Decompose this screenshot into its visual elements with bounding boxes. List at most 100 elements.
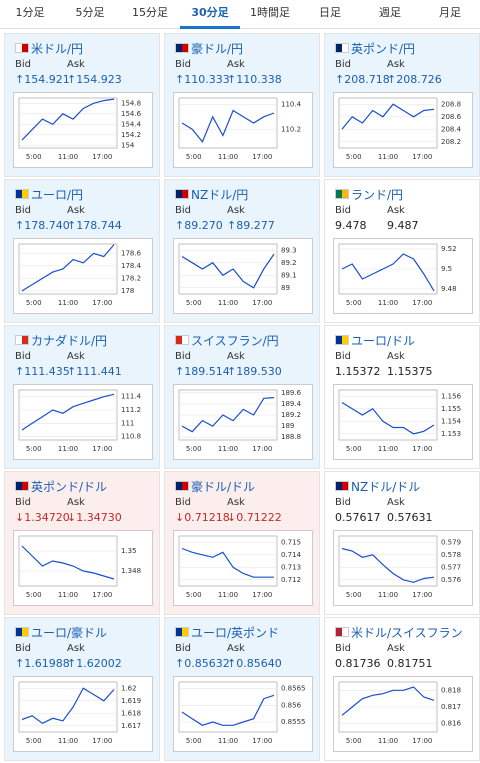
tab[interactable]: 日足 — [319, 6, 341, 19]
tab[interactable]: 1時間足 — [250, 6, 290, 19]
y-tick-label: 111 — [121, 419, 134, 427]
rate-card[interactable]: 米ドル/スイスフラン Bid Ask 0.81736 0.81751 0.818 0.817… — [324, 617, 480, 761]
y-tick-label: 154.4 — [121, 120, 142, 128]
bid-label: Bid — [15, 351, 31, 362]
bid-label: Bid — [15, 59, 31, 70]
ask-value: ↑1.62002 — [67, 657, 122, 670]
pair-name[interactable]: 豪ドル/円 — [191, 42, 244, 56]
bid-value: ↓1.34720 — [15, 511, 70, 524]
x-tick-label: 17:00 — [412, 299, 432, 307]
pair-name[interactable]: NZドル/円 — [191, 188, 249, 202]
rate-card[interactable]: 豪ドル/ドル Bid Ask ↓0.71218 ↓0.71222 0.715 0.714 0.… — [164, 471, 320, 615]
rate-card[interactable]: ユーロ/英ポンド Bid Ask ↑0.85632 ↑0.85640 0.8565 0.85… — [164, 617, 320, 761]
rate-card[interactable]: 英ポンド/円 Bid Ask ↑208.718 ↑208.726 208.8 208.6 20… — [324, 33, 480, 177]
x-tick-label: 5:00 — [186, 445, 202, 453]
pair-name[interactable]: 英ポンド/円 — [351, 42, 416, 56]
y-tick-label: 0.8565 — [281, 685, 306, 693]
y-tick-label: 0.817 — [441, 703, 461, 711]
y-tick-label: 0.816 — [441, 720, 462, 728]
rate-card[interactable]: 豪ドル/円 Bid Ask ↑110.333 ↑110.338 110.4 110.2 5:0… — [164, 33, 320, 177]
rate-card[interactable]: NZドル/ドル Bid Ask 0.57617 0.57631 0.579 0.578 0.5… — [324, 471, 480, 615]
chart-frame — [13, 530, 153, 606]
bid-value: ↑178.740 — [15, 219, 70, 232]
x-tick-label: 17:00 — [92, 591, 112, 599]
tab[interactable]: 週足 — [379, 6, 401, 19]
y-tick-label: 0.577 — [441, 563, 461, 571]
chart-frame — [333, 530, 473, 606]
x-tick-label: 5:00 — [26, 445, 42, 453]
y-tick-label: 1.62 — [121, 684, 137, 692]
ask-value: 1.15375 — [387, 365, 433, 378]
mini-chart: 111.4 111.2 111 110.8 5:00 11:00 17:00 — [13, 384, 153, 460]
y-tick-label: 189.4 — [281, 400, 302, 408]
rate-card[interactable]: ユーロ/豪ドル Bid Ask ↑1.61988 ↑1.62002 1.62 1.619 1.… — [4, 617, 160, 761]
mini-chart: 189.6 189.4 189.2 189 188.8 5:00 11:00 17:00 — [173, 384, 313, 460]
rate-card[interactable]: NZドル/円 Bid Ask ↑89.270 ↑89.277 89.3 89.2 89.1 89… — [164, 179, 320, 323]
y-tick-label: 0.579 — [441, 538, 461, 546]
rate-card[interactable]: ユーロ/ドル Bid Ask 1.15372 1.15375 1.156 1.155 1.15… — [324, 325, 480, 469]
x-tick-label: 17:00 — [252, 299, 272, 307]
pair-name[interactable]: ユーロ/英ポンド — [191, 626, 280, 640]
timeframe-tabs: 1分足 5分足 15分足 30分足 1時間足 日足 週足 月足 — [0, 0, 480, 29]
x-tick-label: 5:00 — [186, 737, 202, 745]
rate-card[interactable]: 英ポンド/ドル Bid Ask ↓1.34720 ↓1.34730 1.35 1.348 5:… — [4, 471, 160, 615]
ask-value: ↑110.338 — [227, 73, 282, 86]
bid-label: Bid — [335, 643, 351, 654]
chart-frame — [333, 238, 473, 314]
pair-name[interactable]: NZドル/ドル — [351, 480, 421, 494]
bid-value: ↑110.333 — [175, 73, 230, 86]
pair-name[interactable]: 英ポンド/ドル — [31, 480, 108, 494]
pair-name[interactable]: ランド/円 — [351, 188, 404, 202]
y-tick-label: 1.618 — [121, 709, 141, 717]
plot-area — [178, 535, 278, 587]
rate-card[interactable]: ユーロ/円 Bid Ask ↑178.740 ↑178.744 178.6 178.4 178… — [4, 179, 160, 323]
mini-chart: 0.579 0.578 0.577 0.576 5:00 11:00 17:00 — [333, 530, 473, 606]
pair-name[interactable]: 豪ドル/ドル — [191, 480, 256, 494]
pair-name[interactable]: ユーロ/ドル — [351, 334, 416, 348]
price-line — [181, 694, 275, 726]
tab[interactable]: 5分足 — [75, 6, 105, 19]
rate-card[interactable]: カナダドル/円 Bid Ask ↑111.435 ↑111.441 111.4 111.2 1… — [4, 325, 160, 469]
ask-value: 0.57631 — [387, 511, 433, 524]
chart-frame — [173, 238, 313, 314]
y-tick-label: 0.576 — [441, 576, 462, 584]
y-tick-label: 0.856 — [281, 701, 302, 709]
tab[interactable]: 30分足 — [180, 0, 240, 29]
rate-card[interactable]: ランド/円 Bid Ask 9.478 9.487 9.52 9.5 9.48 5:00 11:0… — [324, 179, 480, 323]
pair-name[interactable]: ユーロ/円 — [31, 188, 84, 202]
bid-value: ↑154.921 — [15, 73, 70, 86]
flag — [15, 627, 29, 637]
rate-card[interactable]: 米ドル/円 Bid Ask ↑154.921 ↑154.923 154.8 154.6 154… — [4, 33, 160, 177]
pair-name[interactable]: 米ドル/円 — [31, 42, 84, 56]
tab[interactable]: 15分足 — [132, 6, 168, 19]
ask-label: Ask — [67, 351, 85, 362]
y-tick-label: 154.6 — [121, 110, 142, 118]
pair-name[interactable]: ユーロ/豪ドル — [31, 626, 108, 640]
price-line — [21, 687, 115, 724]
y-tick-label: 1.619 — [121, 697, 141, 705]
rate-card[interactable]: スイスフラン/円 Bid Ask ↑189.514 ↑189.530 189.6 189.4… — [164, 325, 320, 469]
price-line — [181, 109, 275, 143]
plot-area — [178, 681, 278, 733]
y-tick-label: 178.4 — [121, 262, 142, 270]
mini-chart: 178.6 178.4 178.2 178 5:00 11:00 17:00 — [13, 238, 153, 314]
x-tick-label: 11:00 — [378, 299, 398, 307]
pair-name[interactable]: 米ドル/スイスフラン — [351, 626, 463, 640]
bid-value: ↑189.514 — [175, 365, 230, 378]
flag — [335, 481, 349, 491]
y-tick-label: 9.48 — [441, 285, 457, 293]
plot-area — [338, 97, 438, 149]
tab[interactable]: 月足 — [439, 6, 461, 19]
ask-label: Ask — [227, 351, 245, 362]
pair-name[interactable]: カナダドル/円 — [31, 334, 108, 348]
tab[interactable]: 1分足 — [15, 6, 45, 19]
pair-name[interactable]: スイスフラン/円 — [191, 334, 279, 348]
y-tick-label: 9.52 — [441, 245, 457, 253]
x-tick-label: 11:00 — [218, 153, 238, 161]
flag — [335, 189, 349, 199]
x-tick-label: 17:00 — [252, 737, 272, 745]
ask-value: ↑89.277 — [227, 219, 275, 232]
chart-frame — [333, 384, 473, 460]
x-tick-label: 11:00 — [218, 591, 238, 599]
price-line — [181, 547, 274, 578]
